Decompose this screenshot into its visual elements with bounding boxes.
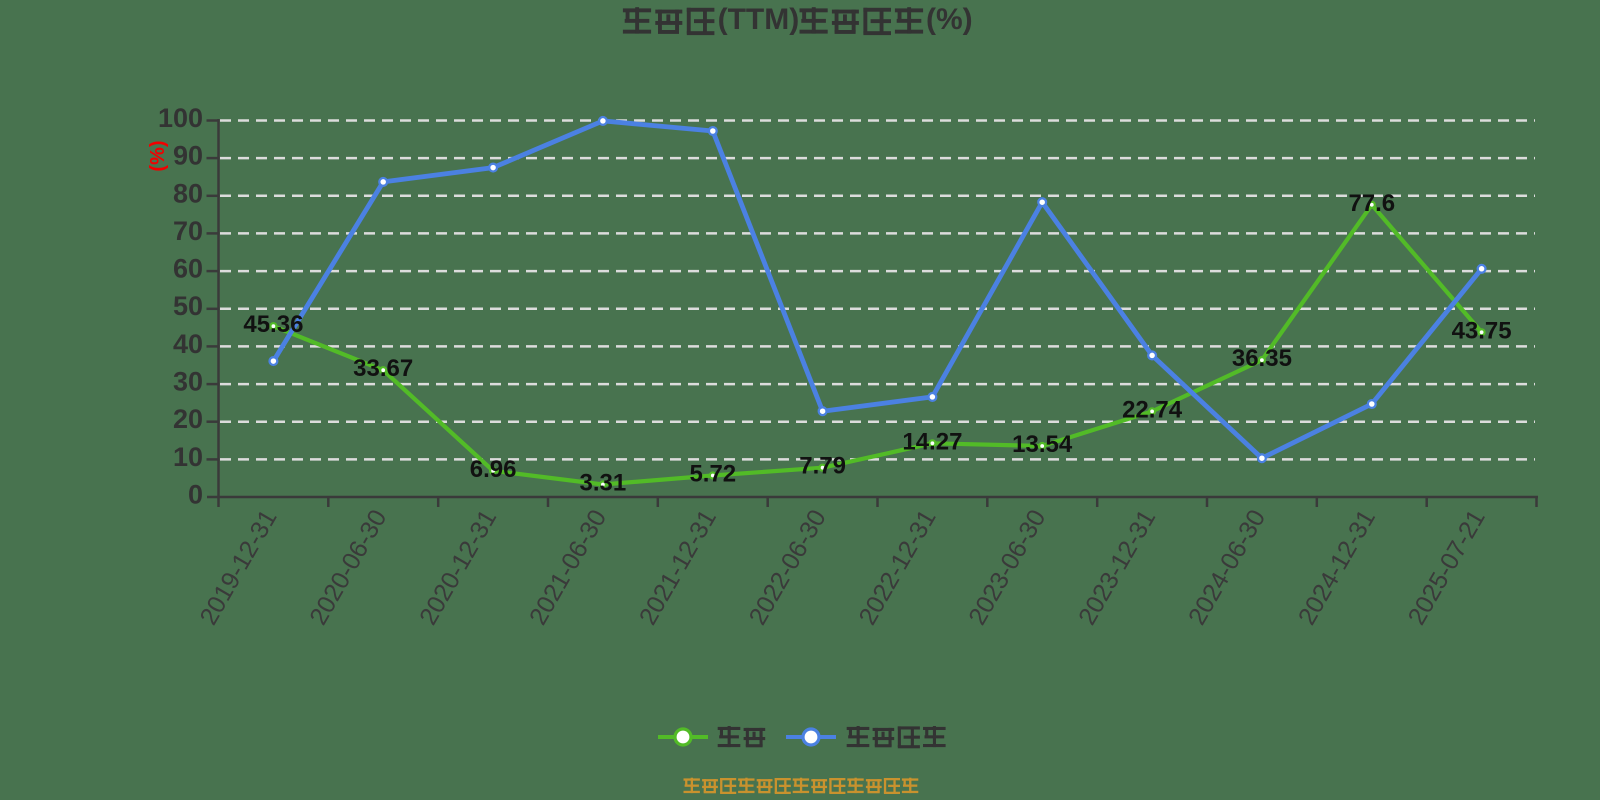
svg-text:40: 40 (173, 329, 203, 359)
svg-text:14.27: 14.27 (902, 428, 962, 455)
svg-text:7.79: 7.79 (799, 453, 846, 480)
svg-text:13.54: 13.54 (1012, 431, 1073, 458)
svg-text:50: 50 (173, 291, 203, 321)
svg-text:10: 10 (173, 442, 203, 472)
svg-text:22.74: 22.74 (1122, 396, 1183, 423)
svg-text:(%): (%) (926, 3, 973, 36)
svg-text:30: 30 (173, 367, 203, 397)
svg-text:77.6: 77.6 (1348, 190, 1395, 217)
svg-text:(TTM): (TTM) (718, 3, 800, 36)
svg-text:20: 20 (173, 404, 203, 434)
svg-text:70: 70 (173, 216, 203, 246)
svg-text:(%): (%) (147, 140, 169, 171)
svg-text:33.67: 33.67 (353, 355, 413, 382)
svg-text:36.35: 36.35 (1232, 345, 1292, 372)
svg-text:0: 0 (188, 480, 203, 510)
svg-text:43.75: 43.75 (1452, 317, 1512, 344)
svg-text:3.31: 3.31 (580, 470, 627, 497)
svg-text:60: 60 (173, 254, 203, 284)
svg-text:90: 90 (173, 141, 203, 171)
svg-text:45.36: 45.36 (243, 311, 303, 338)
svg-text:100: 100 (158, 103, 203, 133)
svg-text:80: 80 (173, 178, 203, 208)
svg-text:5.72: 5.72 (689, 461, 736, 488)
svg-text:6.96: 6.96 (470, 456, 517, 483)
